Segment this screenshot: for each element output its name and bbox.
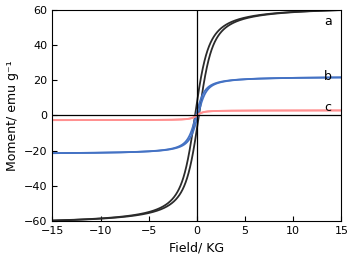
X-axis label: Field/ KG: Field/ KG bbox=[170, 242, 224, 255]
Text: c: c bbox=[324, 101, 331, 114]
Text: a: a bbox=[324, 15, 332, 28]
Y-axis label: Moment/ emu g⁻¹: Moment/ emu g⁻¹ bbox=[6, 60, 18, 171]
Text: b: b bbox=[324, 70, 332, 83]
